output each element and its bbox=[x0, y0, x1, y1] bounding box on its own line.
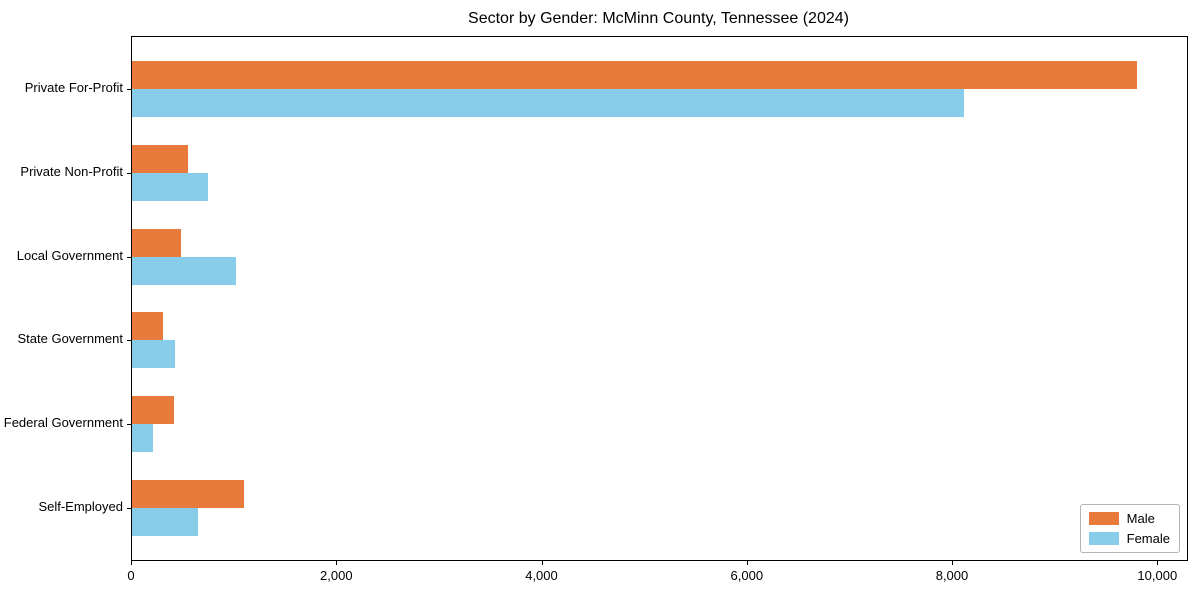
x-tick-label-10000: 10,000 bbox=[1137, 568, 1178, 583]
bar-male-local-government bbox=[132, 228, 182, 257]
x-tick-label-4000: 4,000 bbox=[525, 568, 558, 583]
y-label-self-employed: Self-Employed bbox=[38, 499, 123, 514]
x-tick-label-6000: 6,000 bbox=[730, 568, 764, 583]
x-tick-4000 bbox=[541, 561, 543, 565]
legend-entry-male: Male bbox=[1088, 511, 1170, 526]
bar-male-private-non-profit bbox=[132, 144, 188, 173]
x-tick-8000 bbox=[952, 561, 953, 565]
x-tick-10000 bbox=[1157, 561, 1159, 565]
y-tick-private-non-profit bbox=[127, 172, 131, 174]
y-label-state-government: State Government bbox=[17, 331, 124, 347]
bar-female-state-government bbox=[132, 340, 175, 369]
bar-female-local-government bbox=[132, 256, 236, 285]
bar-male-private-for-profit bbox=[132, 61, 1137, 89]
y-label-local-government: Local Government bbox=[16, 247, 123, 263]
y-tick-self-employed bbox=[127, 508, 131, 509]
x-tick-0 bbox=[131, 561, 132, 565]
x-tick-6000 bbox=[746, 561, 748, 565]
legend-label-male: Male bbox=[1126, 511, 1155, 526]
bar-female-federal-government bbox=[132, 424, 154, 453]
bar-male-federal-government bbox=[132, 396, 175, 425]
y-tick-local-government bbox=[127, 256, 131, 258]
y-label-federal-government: Federal Government bbox=[3, 415, 123, 431]
y-tick-state-government bbox=[127, 340, 131, 342]
legend-swatch-male-icon bbox=[1088, 512, 1119, 525]
plot-area: Male Female bbox=[127, 36, 1188, 561]
chart-title: Sector by Gender: McMinn County, Tenness… bbox=[468, 10, 849, 27]
bar-female-private-non-profit bbox=[132, 172, 208, 201]
bar-female-self-employed bbox=[132, 508, 198, 536]
legend-entry-female: Female bbox=[1088, 531, 1170, 546]
bar-female-private-for-profit bbox=[132, 89, 964, 117]
x-tick-2000 bbox=[336, 561, 338, 565]
legend-swatch-female-icon bbox=[1088, 532, 1119, 545]
bar-male-self-employed bbox=[132, 480, 245, 508]
x-tick-label-8000: 8,000 bbox=[935, 568, 969, 583]
bar-male-state-government bbox=[132, 312, 164, 341]
y-label-private-non-profit: Private Non-Profit bbox=[20, 163, 123, 179]
y-tick-private-for-profit bbox=[127, 89, 131, 90]
x-tick-label-2000: 2,000 bbox=[320, 568, 353, 583]
x-tick-label-0: 0 bbox=[127, 568, 135, 583]
y-tick-federal-government bbox=[127, 424, 131, 426]
y-label-private-for-profit: Private For-Profit bbox=[24, 80, 123, 95]
legend-label-female: Female bbox=[1126, 531, 1170, 546]
legend: Male Female bbox=[1079, 504, 1180, 553]
